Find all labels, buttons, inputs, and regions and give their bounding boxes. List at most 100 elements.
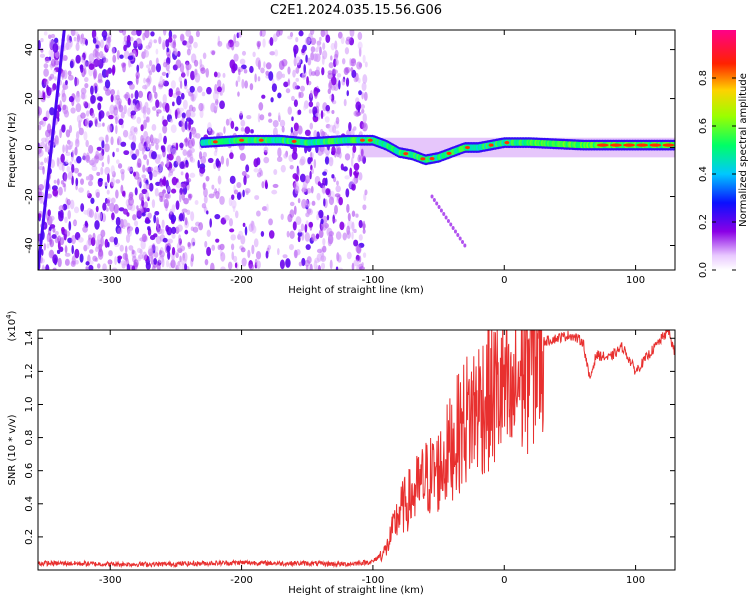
spectrogram-speckle — [38, 147, 41, 155]
spectrogram-speckle — [205, 67, 209, 78]
spectrogram-speckle — [327, 72, 334, 80]
spectrogram-frame — [37, 29, 676, 271]
spectrogram-speckle — [201, 202, 207, 209]
spectrogram-speckle — [181, 71, 186, 79]
spectrogram-speckle — [215, 238, 220, 243]
spectrogram-speckle — [299, 173, 306, 183]
spectrogram-speckle — [219, 243, 225, 251]
spectrogram-ridge-peak — [464, 145, 470, 150]
spectrogram-speckle — [297, 109, 302, 115]
spectrogram-ridge-peak — [649, 143, 662, 147]
spectrogram-speckle — [180, 92, 185, 100]
spectrogram-speckle — [292, 69, 296, 78]
spectrogram-speckle — [283, 153, 288, 159]
spectrogram-speckle — [162, 237, 168, 243]
spectrogram-speckle — [120, 260, 127, 266]
spectrogram-speckle — [148, 182, 154, 192]
spectrogram-speckle — [330, 55, 333, 61]
spectrogram-speckle — [80, 203, 85, 212]
spectrogram-speckle — [316, 213, 320, 221]
spectrogram-speckle — [139, 237, 145, 242]
spectrogram-speckle — [168, 88, 173, 93]
spectrogram-speckle — [256, 40, 262, 48]
spectrogram-speckle — [276, 71, 281, 81]
spectrogram-speckle — [357, 41, 363, 50]
spectrogram-speckle — [196, 85, 203, 93]
spectrogram-speckle — [305, 244, 311, 250]
spectrogram-speckle — [52, 42, 59, 53]
spectrogram-speckle — [162, 119, 168, 127]
spectrogram-speckle — [143, 201, 148, 209]
spectrogram-speckle — [186, 150, 191, 158]
spectrogram-speckle — [350, 66, 354, 73]
spectrogram-speckle — [107, 241, 110, 248]
spectrogram-speckle — [162, 79, 165, 84]
spectrogram-speckle — [96, 96, 103, 101]
spectrogram-speckle — [69, 60, 74, 69]
spectrogram-speckle — [118, 30, 124, 34]
spectrogram-speckle — [70, 107, 76, 114]
spectrogram-speckle — [301, 48, 305, 54]
spectrogram-speckle — [272, 119, 279, 128]
spectrogram-speckle — [229, 152, 234, 160]
snr-y-label: SNR (10 * v/v) — [7, 414, 18, 485]
spectrogram-speckle — [277, 112, 281, 121]
spectrogram-speckle — [225, 118, 230, 126]
spectrogram-speckle — [304, 175, 311, 184]
spectrogram-speckle — [211, 184, 215, 190]
spectrogram-speckle — [133, 259, 139, 268]
spectrogram-speckle — [184, 217, 188, 226]
spectrogram-speckle — [42, 91, 46, 101]
spectrogram-speckle — [119, 54, 124, 59]
spectrogram-speckle — [75, 31, 79, 37]
y-tick-label: 0.8 — [24, 430, 35, 446]
spectrogram-speckle — [293, 99, 298, 108]
spectrogram-speckle — [331, 110, 335, 115]
spectrogram-speckle — [320, 218, 324, 225]
spectrogram-speckle — [116, 49, 120, 60]
spectrogram-speckle — [167, 173, 171, 178]
spectrogram-speckle — [202, 52, 207, 60]
spectrogram-speckle — [330, 76, 337, 86]
spectrogram-speckle — [259, 114, 265, 121]
spectrogram-speckle — [68, 221, 72, 231]
spectrogram-speckle — [285, 258, 291, 268]
spectrogram-speckle — [64, 258, 70, 266]
spectrogram-speckle — [238, 31, 242, 38]
spectrogram-speckle — [331, 174, 335, 179]
spectrogram-speckle — [117, 255, 123, 260]
spectrogram-speckle — [258, 102, 264, 111]
spectrogram-speckle — [64, 216, 68, 224]
spectrogram-speckle — [178, 234, 182, 243]
spectrogram-heatmap — [38, 30, 675, 270]
spectrogram-speckle — [295, 36, 299, 43]
spectrogram-speckle — [143, 112, 147, 120]
spectrogram-speckle — [262, 38, 266, 48]
spectrogram-speckle — [43, 243, 47, 251]
spectrogram-speckle — [107, 259, 113, 265]
spectrogram-speckle — [145, 167, 151, 173]
spectrogram-speckle — [256, 157, 261, 166]
spectrogram-speckle — [230, 42, 235, 51]
spectrogram-speckle — [91, 112, 96, 119]
spectrogram-speckle — [283, 81, 289, 88]
spectrogram-speckle — [77, 172, 82, 177]
spectrogram-speckle — [185, 109, 191, 119]
spectrogram-x-label: Height of straight line (km) — [288, 285, 424, 296]
spectrogram-speckle — [136, 208, 143, 217]
spectrogram-speckle — [75, 177, 79, 187]
spectrogram-speckle — [237, 91, 240, 97]
spectrogram-speckle — [52, 69, 57, 75]
spectrogram-ridge-peak — [429, 156, 435, 161]
spectrogram-speckle — [127, 107, 132, 117]
spectrogram-speckle — [190, 253, 195, 262]
spectrogram-speckle — [295, 77, 300, 82]
spectrogram-speckle — [321, 50, 328, 60]
spectrogram-speckle — [343, 98, 347, 107]
spectrogram-speckle — [162, 93, 167, 104]
spectrogram-speckle — [64, 228, 68, 235]
spectrogram-speckle — [137, 176, 142, 187]
spectrogram-speckle — [172, 41, 177, 49]
spectrogram-speckle — [108, 250, 113, 257]
spectrogram-speckle — [38, 160, 41, 170]
